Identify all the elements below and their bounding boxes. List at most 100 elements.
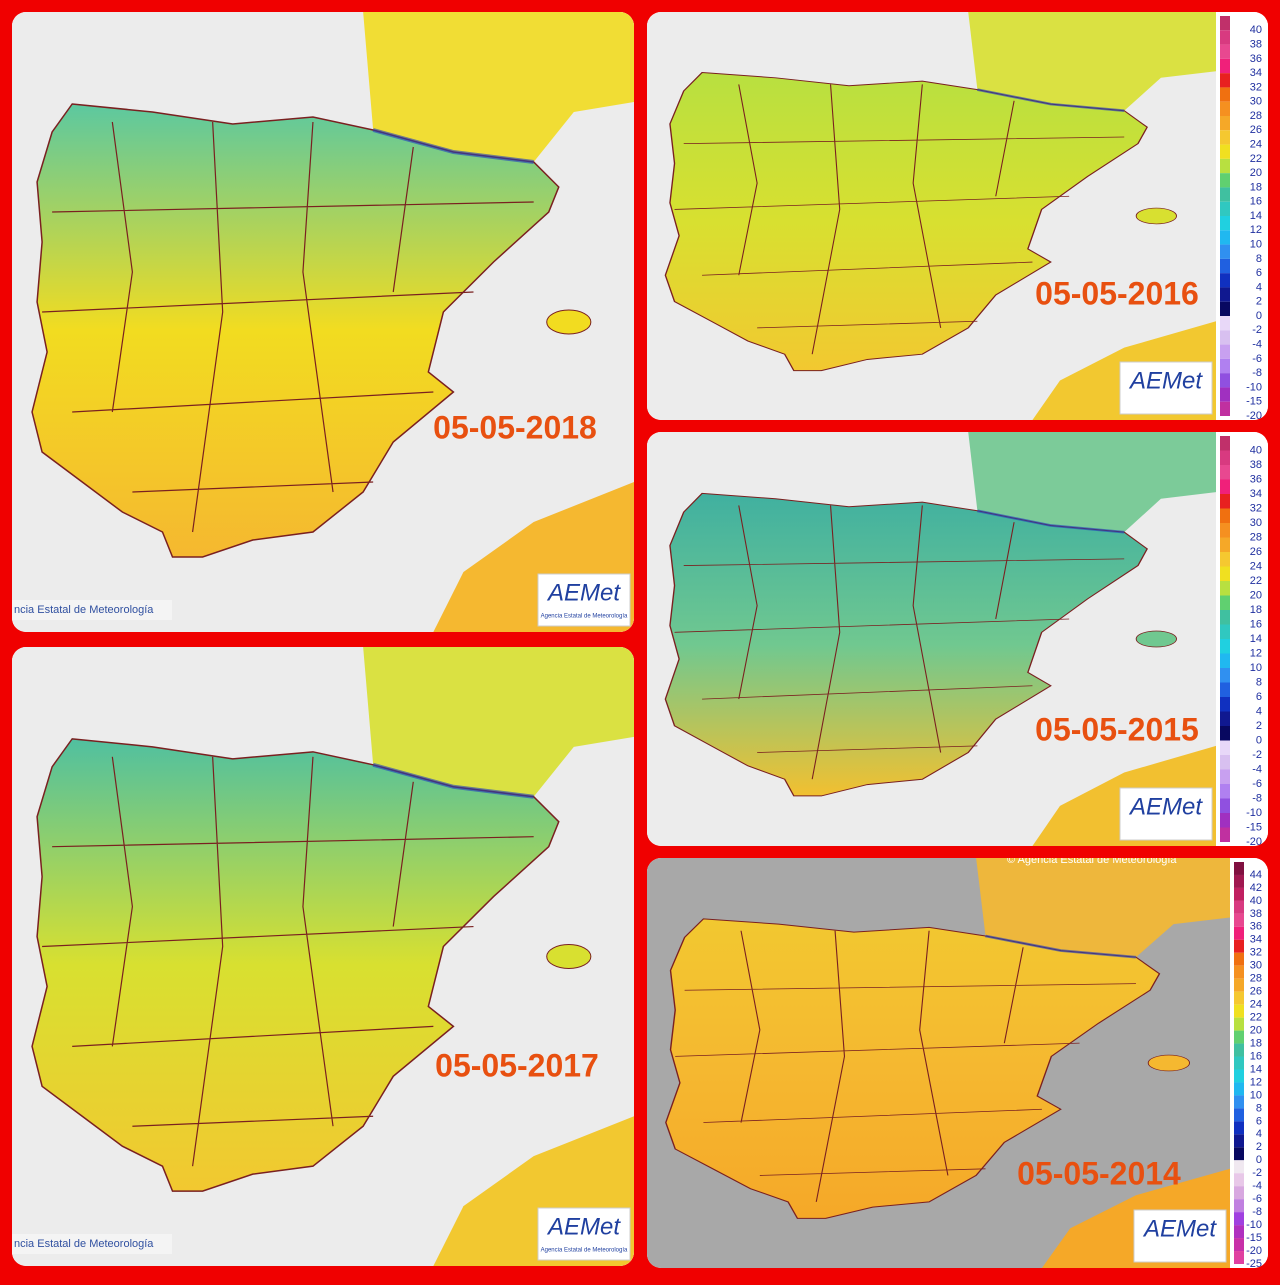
legend-label: 32 [1250, 947, 1262, 959]
legend-swatch [1220, 216, 1230, 231]
legend-swatch [1220, 30, 1230, 45]
legend-label: 42 [1250, 882, 1262, 894]
date-label: 05-05-2014 [1017, 1155, 1181, 1191]
legend-swatch [1220, 784, 1230, 799]
map-panel: 05-05-2018 ncia Estatal de Meteorología AE… [12, 12, 634, 632]
pyrenees [985, 934, 1137, 959]
legend-label: -6 [1252, 778, 1262, 790]
legend-label: 4 [1256, 1128, 1262, 1140]
legend-swatch [1234, 900, 1244, 914]
legend-label: 20 [1250, 589, 1262, 601]
legend-label: 20 [1250, 1024, 1262, 1036]
legend-swatch [1234, 991, 1244, 1005]
legend-label: 36 [1250, 53, 1262, 65]
legend-swatch [1220, 465, 1230, 480]
legend-label: 34 [1250, 488, 1262, 500]
logo-box [537, 573, 631, 627]
legend-swatch [1220, 344, 1230, 359]
panel-content: 05-05-2017 ncia Estatal de Meteorología AE… [12, 647, 634, 1266]
legend-label: 22 [1250, 1012, 1262, 1024]
legend-swatch [1220, 187, 1230, 202]
legend-swatch [1220, 130, 1230, 145]
legend-label: -8 [1252, 792, 1262, 804]
legend-label: 26 [1250, 986, 1262, 998]
legend-label: 6 [1256, 267, 1262, 279]
legend-swatch [1220, 287, 1230, 302]
legend-swatch [1220, 316, 1230, 331]
legend-swatch [1234, 1238, 1244, 1252]
france [976, 858, 1230, 958]
legend-swatch [1234, 1121, 1244, 1135]
legend-swatch [1220, 358, 1230, 374]
legend-label: -15 [1246, 1232, 1262, 1244]
province-borders [675, 930, 1136, 1202]
legend-swatch [1234, 926, 1244, 940]
map [12, 12, 634, 632]
legend-swatch [1234, 1212, 1244, 1226]
logo-subtitle: Agencia Estatal de Meteorología [541, 614, 628, 620]
legend-label: 2 [1256, 296, 1262, 308]
legend-label: 10 [1250, 238, 1262, 250]
legend-swatch [1234, 913, 1244, 927]
legend-label: -10 [1246, 381, 1262, 393]
legend-swatch [1220, 301, 1230, 316]
legend-label: 26 [1250, 124, 1262, 136]
logo: AEMet [1128, 367, 1203, 394]
legend-label: -10 [1246, 1219, 1262, 1231]
legend-swatch [1220, 740, 1230, 755]
legend-label: 18 [1250, 604, 1262, 616]
legend-swatch [1220, 682, 1230, 697]
logo-box [1119, 361, 1213, 415]
legend-label: 22 [1250, 575, 1262, 587]
legend-swatch [1220, 58, 1230, 74]
legend-label: 4 [1256, 705, 1262, 717]
map [12, 647, 634, 1266]
legend-label: 36 [1250, 473, 1262, 485]
pyrenees [372, 762, 534, 799]
legend-label: 16 [1250, 1050, 1262, 1062]
panel-content: 05-05-2016AEMet4038363432302826242220181… [647, 12, 1268, 420]
legend-label: -20 [1246, 836, 1262, 848]
map [647, 858, 1230, 1268]
legend-swatch [1234, 1004, 1244, 1018]
legend-label: 2 [1256, 1141, 1262, 1153]
legend-label: 40 [1250, 895, 1262, 907]
legend-swatch [1220, 523, 1230, 538]
legend-label: 28 [1250, 531, 1262, 543]
logo-box [1119, 787, 1213, 841]
legend-label: -20 [1246, 1245, 1262, 1257]
legend-swatch [1220, 479, 1230, 494]
legend-label: -15 [1246, 821, 1262, 833]
panel-content: 05-05-2014 © Agencia Estatal de Meteorolo… [647, 858, 1268, 1270]
france [968, 12, 1216, 111]
legend-swatch [1220, 537, 1230, 552]
province-borders [42, 121, 534, 533]
legend-swatch [1220, 653, 1230, 668]
legend-label: 30 [1250, 960, 1262, 972]
legend-swatch [1220, 87, 1230, 102]
legend-swatch [1234, 978, 1244, 992]
legend-swatch [1220, 330, 1230, 345]
legend-label: 0 [1256, 310, 1262, 322]
legend-label: 40 [1250, 24, 1262, 36]
legend-label: 34 [1250, 934, 1262, 946]
province-borders [674, 505, 1125, 780]
legend-swatch [1220, 552, 1230, 567]
legend-swatch [1220, 401, 1230, 416]
map-panel: 05-05-2016AEMet4038363432302826242220181… [647, 12, 1268, 420]
legend-swatch [1220, 624, 1230, 639]
legend-swatch [1220, 711, 1230, 726]
legend-label: -4 [1252, 1180, 1262, 1192]
legend-swatch [1220, 73, 1230, 88]
legend-swatch [1220, 566, 1230, 581]
legend-label: 24 [1250, 999, 1262, 1011]
legend-swatch [1220, 798, 1230, 813]
pyrenees [372, 128, 534, 164]
legend-label: 2 [1256, 720, 1262, 732]
legend-swatch [1234, 1056, 1244, 1070]
legend-label: -25 [1246, 1258, 1262, 1270]
legend-label: 26 [1250, 546, 1262, 558]
footer-text: ncia Estatal de Meteorología [14, 604, 154, 616]
legend-swatch [1234, 1082, 1244, 1096]
